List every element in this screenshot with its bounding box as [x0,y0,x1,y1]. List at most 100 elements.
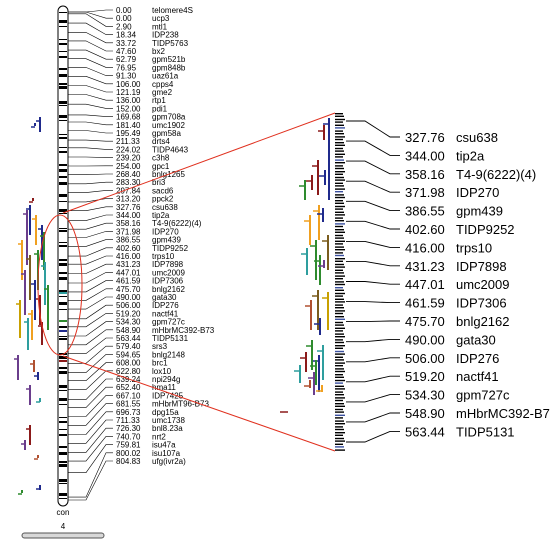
zoom-band [335,347,343,349]
zoom-band [335,316,344,318]
zoom-marker-position: 490.00 [405,332,445,347]
marker-position: 475.70 [116,285,141,294]
marker-name: bnlg2162 [152,285,185,294]
marker-name: bri3 [152,178,166,187]
marker-leader-line [68,411,113,435]
marker-leader-line [68,395,113,417]
marker-leader-line [68,214,113,221]
chromosome-band [59,169,67,172]
zoom-band [335,171,345,173]
chromosome-band [59,390,67,391]
zoom-band [335,234,343,237]
marker-position: 2.90 [116,22,132,31]
zoom-band [335,115,344,117]
chromosome-band [59,404,67,405]
marker-leader-line [68,206,113,211]
chromosome-band [59,120,67,121]
zoom-band [335,182,343,184]
marker-position: 800.02 [116,449,141,458]
zoom-band [335,365,343,367]
marker-name: trps10 [152,252,175,261]
marker-name: isu47a [152,441,176,450]
marker-position: 402.60 [116,244,141,253]
chromosome-band [59,429,67,430]
zoom-band [335,370,345,373]
zoom-leader-line [346,260,400,267]
marker-labels: 0.00 telomere4S 0.00 ucp3 2.90 mtl1 18.34 IDP23… [116,6,215,466]
marker-position: 254.00 [116,162,141,171]
chromosome-band [59,493,67,496]
zoom-band [335,449,345,451]
marker-position: 371.98 [116,227,141,236]
zoom-band [335,121,343,123]
marker-position: 33.72 [116,39,137,48]
marker-position: 224.02 [116,145,141,154]
zoom-marker-position: 519.20 [405,369,445,384]
zoom-marker-name: TIDP5131 [456,424,515,439]
zoomed-segment: 327.76 csu638 344.00 tip2a 358.16 T4-9(6222)(… [280,113,550,451]
zoom-band [335,243,343,245]
zoom-band [335,179,345,181]
marker-name: IDP238 [152,31,179,40]
zoom-marker-position: 461.59 [405,296,445,311]
marker-name: c3h8 [152,154,170,163]
chromosome-band [59,86,67,89]
marker-leader-line [68,49,113,60]
marker-leader-line [68,58,113,68]
zoom-leader-line [346,180,400,193]
zoom-band [335,388,345,390]
chromosome-band [59,326,67,328]
marker-leader-line [68,370,113,390]
zoom-band [335,310,345,312]
zoom-band [335,167,344,170]
zoom-band [335,211,344,213]
marker-position: 0.00 [116,14,132,23]
chromosome-band [59,134,67,135]
zoom-connector-bottom [62,355,336,452]
marker-position: 169.68 [116,113,141,122]
zoom-marker-name: gata30 [456,332,496,347]
zoom-band [335,428,344,431]
zoom-marker-name: umc2009 [456,277,509,292]
zoom-band [335,446,344,448]
marker-leader-line [68,296,113,310]
chromosome-band [59,498,67,499]
zoom-marker-name: trps10 [456,240,492,255]
zoom-band [335,249,345,251]
zoom-marker-position: 475.70 [405,314,445,329]
marker-position: 461.59 [116,277,141,286]
zoom-band [335,283,345,286]
zoom-band [335,159,344,161]
zoom-band [335,223,345,225]
zoom-leader-line [346,338,400,343]
zoom-band [335,341,344,344]
chromosome-band [59,101,67,104]
zoom-marker-name: nactf41 [456,369,499,384]
chromosome-band [59,12,67,13]
zoom-band [335,295,343,297]
chromosome-number: 4 [61,522,66,531]
chromosome-band [59,356,67,359]
chromosome-band [59,461,67,463]
marker-position: 106.00 [116,80,141,89]
zoom-marker-position: 402.60 [405,222,445,237]
chromosome-band [59,20,67,23]
zoom-band [335,437,344,440]
zoom-band [335,258,345,260]
chromosome-band [59,446,67,448]
marker-leader-line [68,231,113,238]
zoom-band [335,275,345,277]
marker-name: mHbrMC392-B73 [152,326,215,335]
marker-position: 579.40 [116,342,141,351]
marker-position: 344.00 [116,211,141,220]
chromosome-band [59,452,67,455]
zoom-marker-position: 416.00 [405,240,445,255]
marker-name: rtp1 [152,96,166,105]
chromosome-band [59,296,67,297]
zoom-band [335,153,345,155]
marker-position: 490.00 [116,293,141,302]
marker-position: 283.30 [116,178,141,187]
zoom-band [335,231,345,233]
marker-position: 327.76 [116,203,141,212]
marker-name: ucp3 [152,14,170,23]
